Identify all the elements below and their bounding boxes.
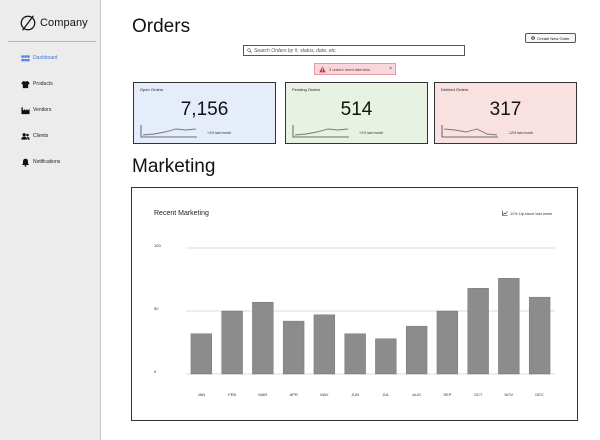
grid-icon xyxy=(21,54,30,61)
bar-feb[interactable] xyxy=(221,310,243,375)
order-search[interactable] xyxy=(243,45,465,56)
bar-nov[interactable] xyxy=(498,278,520,375)
x-tick-label: DEC xyxy=(535,392,544,397)
sidebar-nav: Dashboard Products Vendors Clients xyxy=(21,52,99,182)
card-title: Pending Orders xyxy=(292,87,321,92)
trend-indicator: 11% Up since last week xyxy=(502,210,552,216)
sidebar-item-clients[interactable]: Clients xyxy=(21,130,99,142)
x-tick-label: MAY xyxy=(320,392,329,397)
x-tick-label: JUL xyxy=(382,392,390,397)
bar-may[interactable] xyxy=(313,314,336,375)
x-tick-label: FEB xyxy=(228,392,236,397)
sparkline xyxy=(441,125,498,138)
x-tick-label: JUN xyxy=(351,392,359,397)
x-tick-label: JAN xyxy=(198,392,206,397)
bar-jan[interactable] xyxy=(190,333,213,375)
bar-dec[interactable] xyxy=(528,296,551,375)
card-deleted-orders[interactable]: Deleted Orders 317 -12% last month xyxy=(434,82,577,144)
section-title: Marketing xyxy=(132,156,216,177)
search-icon xyxy=(247,48,252,53)
x-tick-label: AUG xyxy=(412,392,421,397)
card-title: Deleted Orders xyxy=(441,87,469,92)
shirt-icon xyxy=(21,80,30,88)
x-tick-label: MAR xyxy=(258,392,267,397)
sidebar-item-notifications[interactable]: Notifications xyxy=(21,156,99,168)
sidebar-item-label: Dashboard xyxy=(33,55,58,61)
create-order-label: Create New Order xyxy=(537,35,570,41)
sidebar-item-label: Products xyxy=(33,81,53,87)
bar-jun[interactable] xyxy=(344,333,366,375)
factory-icon xyxy=(21,106,30,114)
alert-text: 3 orders need attention xyxy=(329,66,371,72)
y-tick-label: 50 xyxy=(154,306,159,311)
slashed-circle-icon xyxy=(20,15,36,31)
bar-oct[interactable] xyxy=(467,288,489,375)
x-tick-label: OCT xyxy=(474,392,483,397)
card-value: 7,156 xyxy=(180,99,229,120)
y-tick-label: 0 xyxy=(154,369,157,374)
page-title: Orders xyxy=(132,16,191,37)
bar-jul[interactable] xyxy=(375,338,397,375)
card-title: Open Orders xyxy=(140,87,164,92)
brand[interactable]: Company xyxy=(19,14,88,32)
sidebar-item-label: Clients xyxy=(33,133,49,139)
card-pending-orders[interactable]: Pending Orders 514 +2% last month xyxy=(285,82,428,144)
bar-apr[interactable] xyxy=(282,320,305,375)
search-input[interactable] xyxy=(254,47,454,54)
sidebar: Company Dashboard Products Vendors xyxy=(0,0,101,440)
x-tick-label: NOV xyxy=(505,392,514,397)
y-tick-label: 100 xyxy=(154,243,161,248)
brand-name: Company xyxy=(40,17,88,29)
bar-mar[interactable] xyxy=(252,301,274,375)
users-icon xyxy=(21,132,30,140)
warning-icon xyxy=(319,65,326,72)
sidebar-item-products[interactable]: Products xyxy=(21,78,99,90)
sparkline xyxy=(140,125,197,138)
bell-icon xyxy=(21,158,30,167)
marketing-panel: 0 50 100 JAN FEB MAR APR MAY JUN JUL AUG SEP OCT NOV D… xyxy=(131,187,578,421)
create-order-button[interactable]: Create New Order xyxy=(525,33,576,43)
sidebar-item-label: Vendors xyxy=(33,107,52,113)
close-icon[interactable]: × xyxy=(389,66,392,72)
trend-text: 11% Up since last week xyxy=(510,210,553,216)
sidebar-item-label: Notifications xyxy=(33,159,61,165)
trend-up-icon xyxy=(502,210,508,216)
x-tick-label: SEP xyxy=(443,392,451,397)
sidebar-item-vendors[interactable]: Vendors xyxy=(21,104,99,116)
marketing-bar-chart: 0 50 100 JAN FEB MAR APR MAY JUN JUL AUG SEP OCT NOV D… xyxy=(154,243,555,397)
bar-sep[interactable] xyxy=(436,310,459,375)
card-delta: +2% last month xyxy=(359,131,384,135)
panel-title: Recent Marketing xyxy=(154,210,209,217)
sidebar-item-dashboard[interactable]: Dashboard xyxy=(21,52,99,64)
plus-icon xyxy=(531,36,536,40)
card-value: 317 xyxy=(489,99,522,120)
card-value: 514 xyxy=(340,99,373,120)
card-open-orders[interactable]: Open Orders 7,156 +4% last month xyxy=(133,82,276,144)
card-delta: -12% last month xyxy=(508,131,534,135)
bar-aug[interactable] xyxy=(405,325,428,375)
attention-alert: 3 orders need attention × xyxy=(314,63,396,75)
x-tick-label: APR xyxy=(290,392,298,397)
sparkline xyxy=(292,125,349,138)
card-delta: +4% last month xyxy=(207,131,232,135)
sidebar-divider xyxy=(8,41,96,42)
